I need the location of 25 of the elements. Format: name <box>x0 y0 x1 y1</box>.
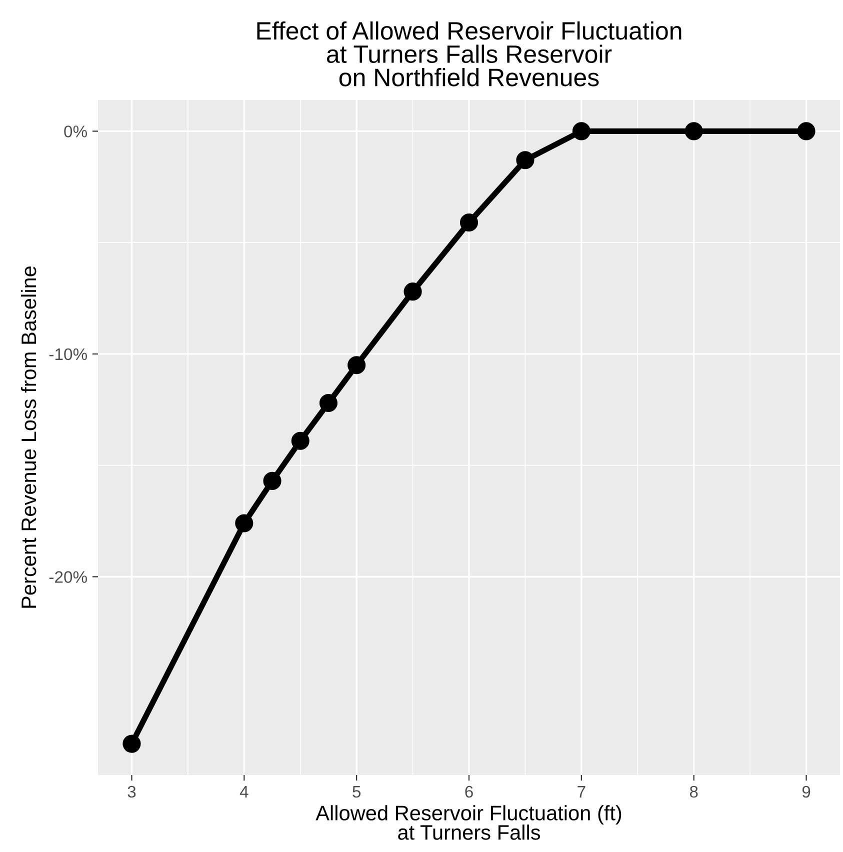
point <box>797 122 816 140</box>
point <box>404 282 422 301</box>
point <box>348 356 366 374</box>
x-tick-label: 4 <box>240 786 248 798</box>
x-tick-label: 8 <box>690 786 698 798</box>
point <box>516 151 534 170</box>
point <box>684 122 703 140</box>
chart-title: Effect of Allowed Reservoir Fluctuation at Turners Falls Reservoir on Northfield Revenues <box>257 21 682 86</box>
x-axis-title: Allowed Reservoir Fluctuation (ft) at Turners Falls <box>316 805 622 840</box>
x-tick-label: 7 <box>578 786 586 798</box>
x-tick-label: 9 <box>802 786 810 798</box>
y-tick-label: -20% <box>49 571 87 583</box>
point <box>122 734 141 753</box>
y-tick-label: 0% <box>64 126 87 138</box>
point <box>235 514 254 532</box>
point <box>460 213 478 232</box>
y-axis-title: Percent Revenue Loss from Baseline <box>20 266 36 608</box>
x-tick-label: 6 <box>465 786 473 798</box>
point <box>319 394 338 412</box>
x-tick-label: 5 <box>352 786 361 798</box>
y-tick-label: -10% <box>49 348 87 360</box>
point <box>291 432 310 450</box>
point <box>263 472 282 490</box>
x-tick-label: 3 <box>128 786 136 798</box>
point <box>572 122 590 140</box>
